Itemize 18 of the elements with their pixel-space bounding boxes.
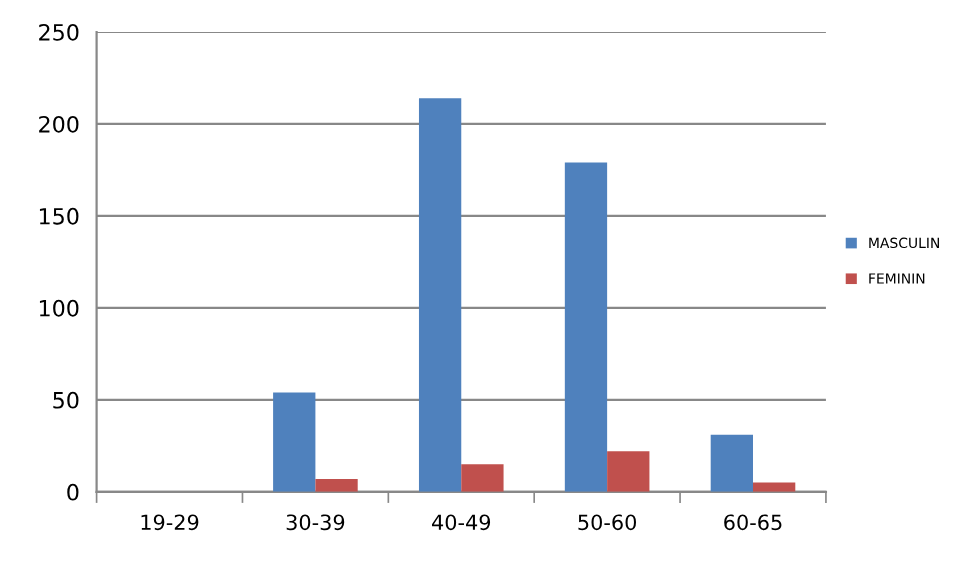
bar xyxy=(315,478,358,492)
bar xyxy=(461,464,504,492)
y-tick-label: 0 xyxy=(67,483,79,501)
bar xyxy=(273,392,316,492)
y-tick-label: 250 xyxy=(39,23,79,41)
x-tick-label: 40-49 xyxy=(432,514,491,531)
y-tick-label: 150 xyxy=(39,207,79,225)
bar xyxy=(418,98,462,492)
bar xyxy=(710,434,753,492)
x-tick-label: 30-39 xyxy=(286,514,345,531)
y-tick-label: 100 xyxy=(39,299,79,317)
y-tick-label: 200 xyxy=(39,115,79,133)
bar xyxy=(564,162,608,492)
bar xyxy=(607,451,650,492)
x-tick-label: 60-65 xyxy=(724,514,782,531)
y-tick-label: 50 xyxy=(53,391,79,409)
x-tick-label: 50-60 xyxy=(578,514,637,531)
x-tick-label: 19-29 xyxy=(141,514,199,531)
